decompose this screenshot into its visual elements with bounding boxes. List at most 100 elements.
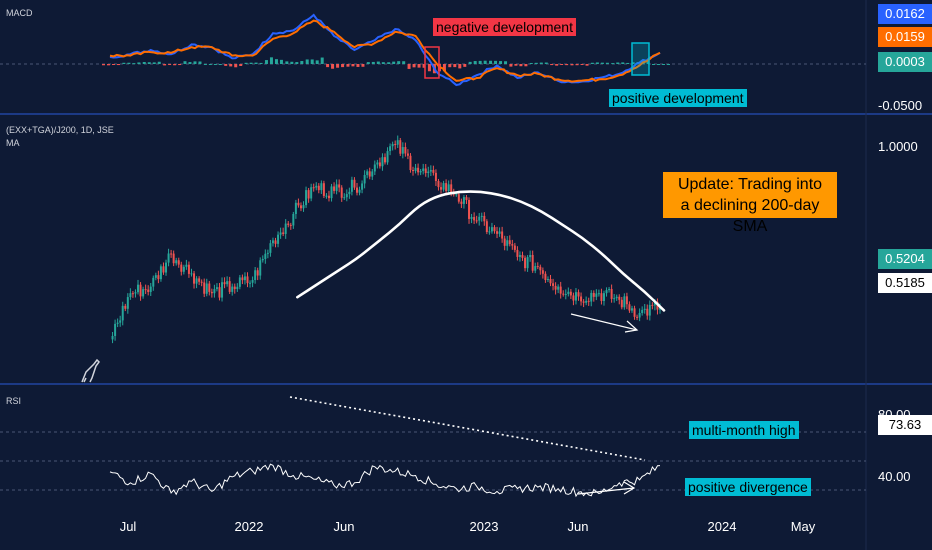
price-candle-body <box>333 186 336 191</box>
price-candle-body <box>480 215 483 217</box>
price-candle-body <box>162 266 165 273</box>
price-candle-body <box>618 296 621 300</box>
x-tick-label: 2022 <box>235 519 264 534</box>
price-candle-body <box>493 227 496 232</box>
macd-histogram-bar <box>631 62 635 64</box>
macd-value-tag: 0.0162 <box>878 4 932 24</box>
price-candle-body <box>152 277 155 287</box>
update-annotation: Update: Trading into a declining 200-day… <box>663 172 837 235</box>
price-candle-body <box>569 291 572 296</box>
macd-histogram-bar <box>550 64 554 66</box>
macd-histogram-bar <box>137 62 141 64</box>
macd-histogram-bar <box>534 62 538 64</box>
price-candle-body <box>646 308 649 316</box>
price-candle-body <box>557 286 560 290</box>
macd-histogram-bar <box>254 62 258 64</box>
price-candle-body <box>198 278 201 282</box>
rsi-series-layer <box>109 463 661 498</box>
price-candle-body <box>305 190 308 206</box>
price-candle-body <box>279 232 282 235</box>
price-candle-body <box>554 285 557 290</box>
macd-histogram-bar <box>122 62 126 64</box>
price-candle-body <box>215 287 218 290</box>
price-divergence-arrow <box>570 313 638 331</box>
macd-histogram-bar <box>269 57 273 64</box>
price-candle-body <box>154 275 157 278</box>
price-candle-body <box>238 277 241 287</box>
price-candle-body <box>254 270 257 280</box>
macd-histogram-bar <box>351 64 355 67</box>
macd-histogram-bar <box>305 59 309 64</box>
macd-histogram-bar <box>544 62 548 64</box>
macd-histogram-bar <box>442 64 446 72</box>
price-candle-body <box>636 316 639 318</box>
macd-histogram-bar <box>326 64 330 68</box>
price-divergence-arrowhead <box>624 320 639 333</box>
macd-histogram-bar <box>295 62 299 64</box>
price-candle-body <box>409 155 412 171</box>
price-candle-body <box>294 202 297 214</box>
macd-histogram-bar <box>657 64 660 65</box>
price-candle-body <box>549 279 552 284</box>
price-candle-body <box>651 304 654 306</box>
price-value-tag: 0.5185 <box>878 273 932 293</box>
price-series-layer <box>111 135 666 344</box>
price-candle-body <box>376 162 379 165</box>
price-candle-body <box>406 153 409 156</box>
price-candle-body <box>121 305 124 321</box>
price-candle-body <box>506 240 509 246</box>
macd-histogram-bar <box>249 62 253 64</box>
price-candle-body <box>111 335 114 340</box>
price-candle-body <box>434 172 437 181</box>
macd-histogram-bar <box>142 61 146 64</box>
macd-histogram-bar <box>320 57 324 64</box>
price-candle-body <box>414 167 417 172</box>
price-candle-body <box>149 286 152 292</box>
price-candle-body <box>147 289 150 292</box>
price-candle-body <box>404 147 407 154</box>
price-candle-body <box>261 258 264 261</box>
price-candle-body <box>218 287 221 298</box>
macd-histogram-bar <box>331 64 335 69</box>
macd-histogram-bar <box>600 62 604 64</box>
macd-histogram-bar <box>499 61 503 64</box>
macd-histogram-bar <box>198 61 202 64</box>
price-candle-body <box>455 194 458 196</box>
macd-histogram-bar <box>376 61 380 64</box>
macd-histogram-bar <box>132 63 136 65</box>
macd-histogram-bar <box>224 64 228 66</box>
macd-histogram-bar <box>152 62 156 64</box>
price-candle-body <box>450 184 453 194</box>
price-candle-body <box>226 281 229 285</box>
price-candle-body <box>302 205 305 209</box>
rsi-value-tag: 73.63 <box>878 415 932 435</box>
dino-logo-icon <box>81 358 100 383</box>
moving-average-line <box>296 190 666 312</box>
price-candle-body <box>602 293 605 301</box>
price-candle-body <box>641 309 644 313</box>
macd-histogram-bar <box>453 64 457 68</box>
macd-histogram-bar <box>218 64 222 65</box>
price-candle-body <box>401 147 404 154</box>
price-candle-body <box>343 197 346 199</box>
ma-value-tag: 0.5204 <box>878 249 932 269</box>
price-candle-body <box>243 276 246 281</box>
macd-histogram-bar <box>611 63 615 65</box>
macd-histogram-bar <box>427 64 431 72</box>
price-candle-body <box>366 171 369 175</box>
price-candle-body <box>465 197 468 200</box>
price-candle-body <box>361 183 364 190</box>
price-candle-body <box>422 168 425 172</box>
price-candle-body <box>623 296 626 308</box>
price-candle-body <box>503 238 506 246</box>
price-candle-body <box>221 282 224 298</box>
price-candle-body <box>129 293 132 298</box>
price-candle-body <box>592 292 595 297</box>
macd-histogram-bar <box>494 60 498 64</box>
price-candle-body <box>335 184 338 191</box>
positive-development-box <box>631 42 650 76</box>
price-candle-body <box>241 277 244 281</box>
price-candle-body <box>531 254 534 271</box>
macd-signal-line <box>109 19 661 83</box>
